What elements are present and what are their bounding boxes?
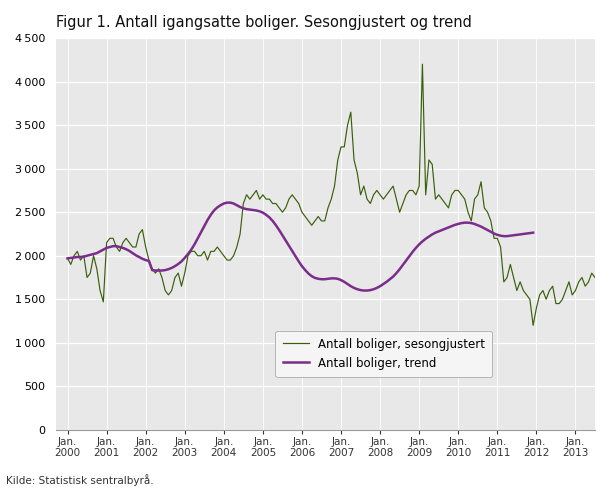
Antall boliger, sesongjustert <box>376 192 384 198</box>
Line: Antall boliger, trend: Antall boliger, trend <box>68 203 533 290</box>
Antall boliger, sesongjustert <box>129 244 136 250</box>
Antall boliger, trend <box>64 255 71 261</box>
Antall boliger, trend <box>445 224 452 230</box>
Antall boliger, trend <box>207 212 215 218</box>
Antall boliger, sesongjustert <box>64 255 71 261</box>
Text: Figur 1. Antall igangsatte boliger. Sesongjustert og trend: Figur 1. Antall igangsatte boliger. Seso… <box>56 15 472 30</box>
Antall boliger, trend <box>403 258 410 264</box>
Antall boliger, trend <box>96 248 104 254</box>
Antall boliger, sesongjustert <box>116 248 123 254</box>
Antall boliger, trend <box>360 287 367 293</box>
Line: Antall boliger, sesongjustert: Antall boliger, sesongjustert <box>68 64 610 325</box>
Antall boliger, sesongjustert <box>419 61 426 67</box>
Antall boliger, trend <box>223 200 231 205</box>
Antall boliger, sesongjustert <box>529 323 537 328</box>
Antall boliger, sesongjustert <box>357 192 364 198</box>
Antall boliger, trend <box>132 252 140 258</box>
Legend: Antall boliger, sesongjustert, Antall boliger, trend: Antall boliger, sesongjustert, Antall bo… <box>276 331 492 377</box>
Antall boliger, trend <box>451 222 459 228</box>
Text: Kilde: Statistisk sentralbyrå.: Kilde: Statistisk sentralbyrå. <box>6 474 154 486</box>
Antall boliger, trend <box>529 230 537 236</box>
Antall boliger, sesongjustert <box>507 262 514 267</box>
